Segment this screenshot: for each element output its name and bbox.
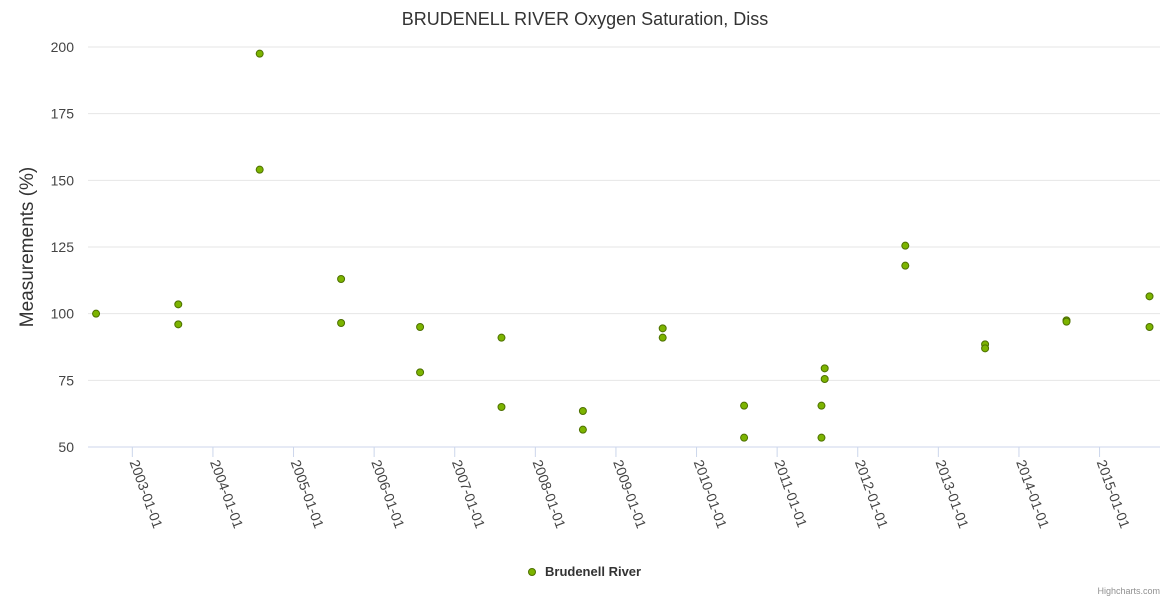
- data-point[interactable]: [497, 403, 506, 411]
- data-point[interactable]: [740, 433, 749, 442]
- data-point[interactable]: [255, 49, 264, 58]
- data-point[interactable]: [92, 309, 101, 318]
- data-point[interactable]: [740, 401, 749, 410]
- x-axis-ticks: 2003-01-01 2004-01-01 2005-01-01 2006-01-01…: [127, 447, 1134, 531]
- y-tick-label: 200: [51, 39, 75, 55]
- y-axis-ticks: 50 75 100 125 150 175 200: [51, 39, 75, 455]
- data-point[interactable]: [255, 165, 264, 174]
- x-tick-label: 2008-01-01: [530, 458, 570, 531]
- data-point[interactable]: [820, 375, 829, 383]
- data-point[interactable]: [174, 300, 183, 309]
- gridlines: [88, 46, 1160, 381]
- x-tick-label: 2011-01-01: [771, 458, 810, 530]
- data-point[interactable]: [658, 333, 667, 342]
- chart-title: BRUDENELL RIVER Oxygen Saturation, Diss: [402, 9, 768, 29]
- data-point[interactable]: [901, 241, 910, 250]
- x-tick-label: 2005-01-01: [288, 458, 328, 531]
- y-tick-label: 125: [51, 239, 75, 255]
- data-point[interactable]: [981, 344, 990, 353]
- x-tick-label: 2015-01-01: [1094, 458, 1134, 531]
- y-axis-label: Measurements (%): [17, 167, 38, 328]
- legend[interactable]: Brudenell River: [528, 564, 642, 579]
- data-point[interactable]: [817, 433, 826, 442]
- credits[interactable]: Highcharts.com: [1097, 586, 1160, 596]
- data-point[interactable]: [1145, 323, 1154, 331]
- x-tick-label: 2006-01-01: [368, 458, 408, 531]
- data-point[interactable]: [337, 275, 346, 283]
- data-point[interactable]: [817, 401, 826, 410]
- data-point[interactable]: [416, 368, 425, 377]
- y-tick-label: 150: [51, 172, 75, 188]
- data-point[interactable]: [1062, 317, 1071, 326]
- legend-marker: [528, 568, 536, 576]
- data-points: [92, 49, 1154, 442]
- data-point[interactable]: [174, 320, 183, 329]
- data-point[interactable]: [578, 407, 587, 415]
- data-point[interactable]: [820, 364, 829, 373]
- y-tick-label: 175: [51, 106, 75, 122]
- data-point[interactable]: [578, 425, 587, 434]
- x-tick-label: 2009-01-01: [610, 458, 650, 531]
- data-point[interactable]: [497, 333, 506, 342]
- y-tick-label: 50: [58, 439, 74, 455]
- y-tick-label: 75: [58, 372, 74, 388]
- x-tick-label: 2007-01-01: [449, 458, 489, 531]
- x-tick-label: 2014-01-01: [1013, 458, 1053, 531]
- x-tick-label: 2010-01-01: [691, 458, 731, 531]
- x-tick-label: 2013-01-01: [933, 458, 973, 531]
- x-tick-label: 2004-01-01: [207, 458, 247, 531]
- data-point[interactable]: [901, 261, 910, 270]
- data-point[interactable]: [658, 324, 667, 333]
- data-point[interactable]: [337, 319, 346, 327]
- x-tick-label: 2003-01-01: [127, 458, 167, 531]
- y-tick-label: 100: [51, 306, 75, 322]
- legend-item-label[interactable]: Brudenell River: [545, 564, 641, 579]
- data-point[interactable]: [1145, 292, 1154, 301]
- data-point[interactable]: [416, 323, 425, 331]
- x-tick-label: 2012-01-01: [852, 458, 892, 531]
